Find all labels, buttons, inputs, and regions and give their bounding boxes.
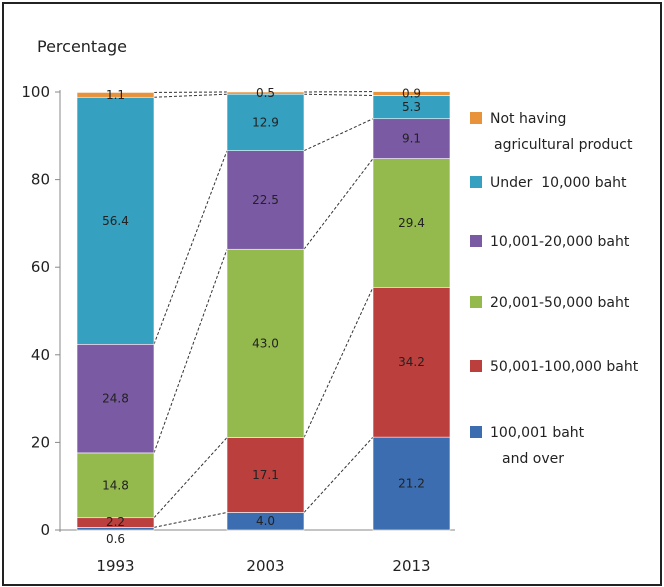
connector-line xyxy=(303,287,374,438)
data-label: 4.0 xyxy=(256,514,275,528)
bar-segment xyxy=(76,452,155,519)
data-label: 21.2 xyxy=(398,477,425,491)
y-tick-label: 80 xyxy=(31,171,50,189)
bar-segment xyxy=(226,93,305,151)
x-tick-label: 2003 xyxy=(246,557,284,575)
connector-line xyxy=(153,249,228,454)
data-label: 56.4 xyxy=(102,214,129,228)
bars: 0.6 2.2 14.8 24.8 56.4 1.1 4.0 17.1 43.0 22.5 12.9… xyxy=(76,86,451,546)
y-tick-label: 40 xyxy=(31,346,50,364)
data-label: 12.9 xyxy=(252,115,279,129)
legend-swatch xyxy=(470,112,482,124)
connector-line xyxy=(153,150,228,345)
legend-label: 100,001 baht xyxy=(490,425,585,441)
y-tick-label: 100 xyxy=(21,83,50,101)
legend: Not having agricultural product Under 10,0… xyxy=(470,111,639,467)
bar-segment xyxy=(372,287,451,438)
connector-line xyxy=(303,436,374,513)
data-label: 29.4 xyxy=(398,216,425,230)
data-label: 22.5 xyxy=(252,193,279,207)
bar-segment xyxy=(372,91,451,96)
data-label: 14.8 xyxy=(102,478,129,492)
bar-segment xyxy=(226,91,305,95)
x-tick-label: 1993 xyxy=(96,557,134,575)
bar-segment xyxy=(76,343,155,454)
legend-swatch xyxy=(470,360,482,372)
legend-swatch xyxy=(470,426,482,438)
y-axis-title: Percentage xyxy=(37,37,127,56)
bar-segment xyxy=(76,92,155,98)
legend-swatch xyxy=(470,296,482,308)
bar-segment xyxy=(372,436,451,531)
bar-segment xyxy=(226,248,305,438)
data-label: 24.8 xyxy=(102,392,129,406)
bar-segment xyxy=(372,118,451,159)
data-label: 43.0 xyxy=(252,336,279,350)
legend-swatch xyxy=(470,176,482,188)
legend-swatch xyxy=(470,235,482,247)
y-tick-label: 0 xyxy=(40,521,50,539)
connector-line xyxy=(153,511,228,528)
data-label: 0.6 xyxy=(106,532,125,546)
connector-lines xyxy=(153,91,374,528)
legend-label: 10,001-20,000 baht xyxy=(490,234,630,250)
y-tick-label: 20 xyxy=(31,433,50,451)
legend-label: agricultural product xyxy=(494,137,633,153)
connector-line xyxy=(153,93,228,98)
connector-line xyxy=(303,118,374,152)
data-label: 34.2 xyxy=(398,355,425,369)
x-tick-label: 2013 xyxy=(392,557,430,575)
data-label: 1.1 xyxy=(106,88,125,102)
y-tick-label: 60 xyxy=(31,258,50,276)
connector-line xyxy=(303,158,374,250)
x-tick-labels: 1993 2003 2013 xyxy=(96,557,430,575)
data-label: 0.9 xyxy=(402,87,421,101)
legend-label: Not having xyxy=(490,111,566,127)
bar-segment xyxy=(372,158,451,288)
data-label: 5.3 xyxy=(402,100,421,114)
data-label: 17.1 xyxy=(252,468,279,482)
data-label: 9.1 xyxy=(402,132,421,146)
data-label: 2.2 xyxy=(106,515,125,529)
y-ticks: 0 20 40 60 80 100 xyxy=(21,83,60,539)
legend-label: 50,001-100,000 baht xyxy=(490,359,639,375)
legend-label: Under 10,000 baht xyxy=(490,175,627,191)
bar-segment xyxy=(226,150,305,250)
data-label: 0.5 xyxy=(256,86,275,100)
connector-line xyxy=(303,93,374,97)
bar-segment xyxy=(226,437,305,513)
legend-label: 20,001-50,000 baht xyxy=(490,295,630,311)
connector-line xyxy=(153,437,228,519)
bar-segment xyxy=(76,96,155,345)
legend-label: and over xyxy=(502,451,564,467)
